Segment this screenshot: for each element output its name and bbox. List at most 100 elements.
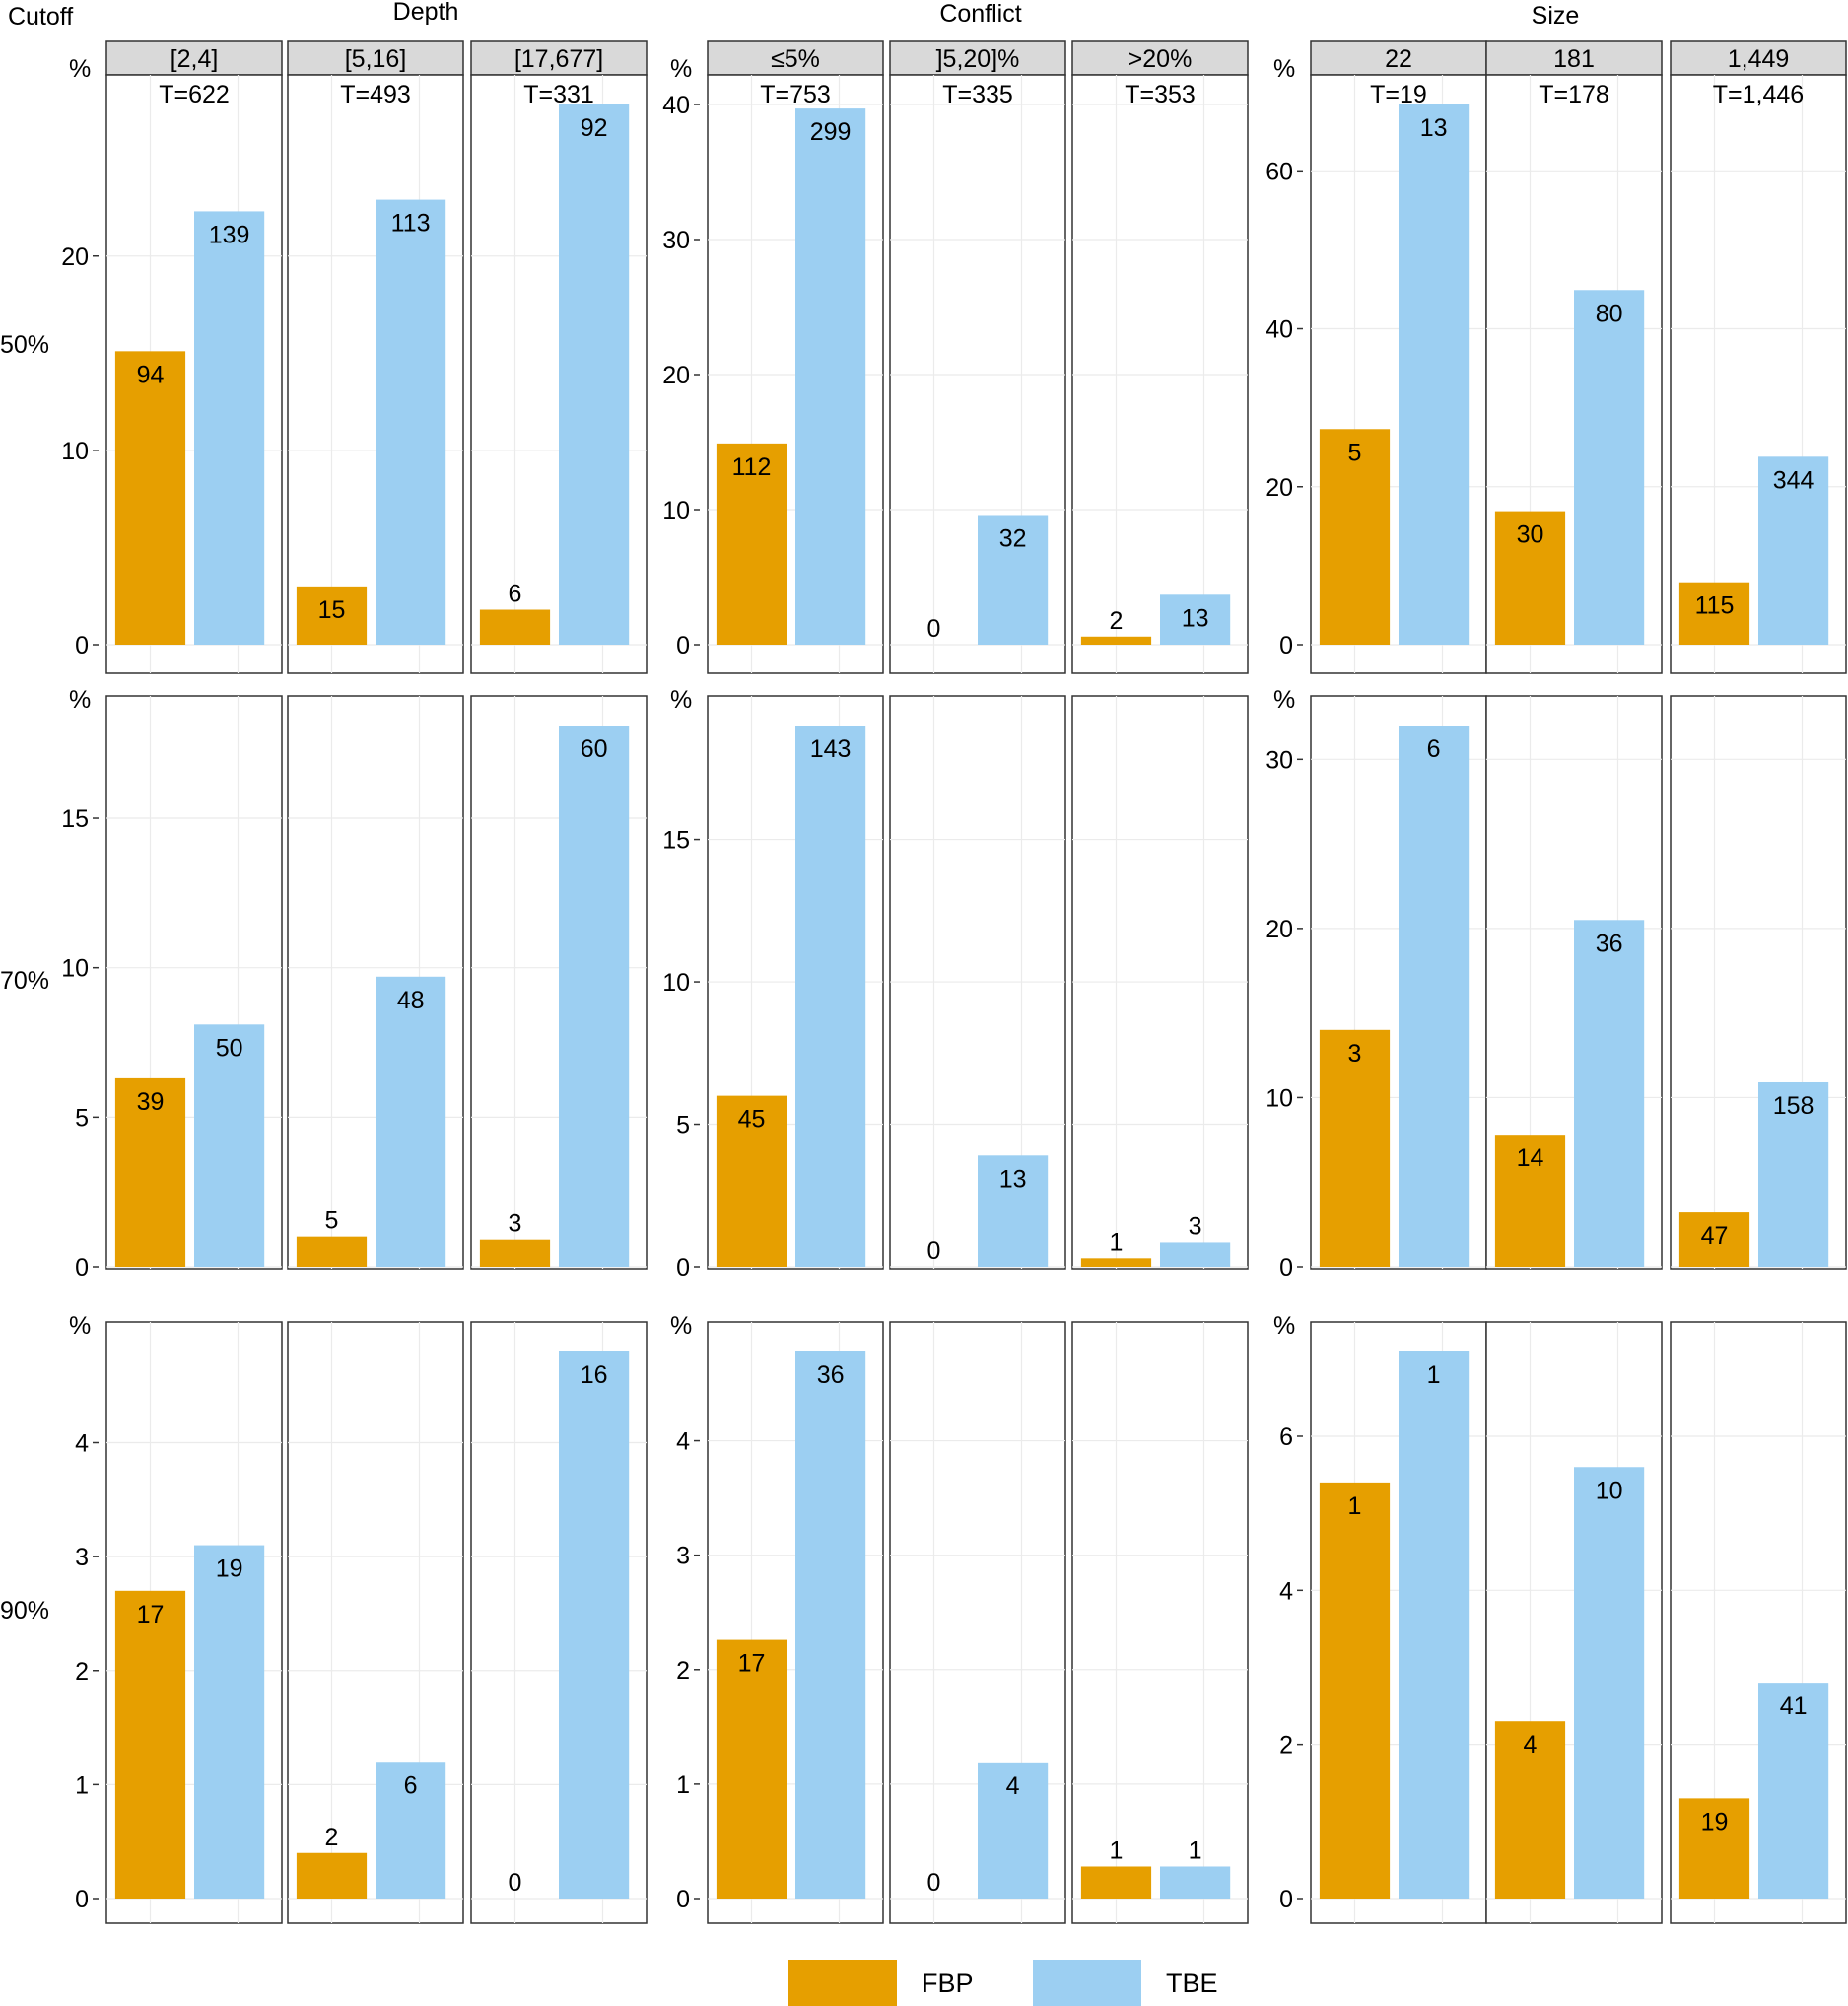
conflict-count-label-fbp-20-row1: 1 xyxy=(1110,1228,1124,1256)
size-bar-tbe-22-row2 xyxy=(1399,1351,1470,1899)
depth-bar-fbp-17-677-row1 xyxy=(479,1239,551,1267)
depth-count-label-tbe-17-677-row1: 60 xyxy=(581,735,608,763)
depth-panel-17-677-row0: 6 92 T=331 xyxy=(470,74,648,674)
size-bar-fbp-1-449-row0 xyxy=(1678,582,1750,645)
conflict-panel-5-20-row0: 0 32 T=335 xyxy=(889,74,1066,674)
conflict-bar-tbe-20-row1 xyxy=(1160,1242,1231,1267)
depth-count-label-fbp-17-677-row2: 0 xyxy=(509,1869,522,1897)
size-count-label-fbp-22-row2: 1 xyxy=(1348,1492,1362,1520)
depth-panel-5-16-row1: 5 48 xyxy=(287,695,464,1270)
depth-percent-label-row1: % xyxy=(69,686,91,714)
conflict-bar-fbp-20-row2 xyxy=(1080,1866,1152,1899)
conflict-bar-tbe-5-row2 xyxy=(795,1351,866,1899)
conflict-bar-tbe-5-20-row1 xyxy=(978,1155,1049,1267)
conflict-percent-label-row2: % xyxy=(670,1312,692,1340)
size-ytick-label-row2: 6 xyxy=(1279,1423,1293,1451)
size-count-label-tbe-1-449-row2: 41 xyxy=(1780,1693,1808,1720)
size-count-label-tbe-181-row2: 10 xyxy=(1596,1477,1623,1504)
depth-ytick-label-row0: 20 xyxy=(61,243,89,271)
size-ytick-label-row0: 20 xyxy=(1266,474,1293,502)
size-count-label-fbp-22-row1: 3 xyxy=(1348,1040,1362,1068)
size-percent-label-row1: % xyxy=(1273,686,1295,714)
conflict-panel-5-20-row2: 04 xyxy=(889,1321,1066,1924)
depth-percent-label-row2: % xyxy=(69,1312,91,1340)
depth-bar-fbp-5-16-row1 xyxy=(296,1236,368,1267)
depth-panel-2-4-row0: 94 139 T=622 xyxy=(105,74,283,674)
conflict-count-label-fbp-5-row1: 45 xyxy=(738,1106,766,1134)
legend-label-fbp: FBP xyxy=(922,1969,974,1998)
depth-bar-fbp-5-16-row0 xyxy=(296,586,368,645)
size-bar-fbp-22-row2 xyxy=(1319,1482,1391,1899)
depth-ytick-label-row1: 5 xyxy=(75,1104,89,1132)
conflict-bar-tbe-5-row1 xyxy=(795,726,866,1267)
depth-percent-label-row0: % xyxy=(69,55,91,83)
conflict-ytick-label-row2: 4 xyxy=(676,1428,690,1456)
depth-bar-tbe-2-4-row0 xyxy=(194,211,265,645)
depth-bar-fbp-5-16-row2 xyxy=(296,1852,368,1899)
conflict-strip-0 xyxy=(707,40,884,76)
depth-panel-2-4-row1: 39 50 xyxy=(105,695,283,1270)
size-count-label-tbe-1-449-row0: 344 xyxy=(1773,466,1814,494)
depth-ytick-label-row2: 3 xyxy=(75,1544,89,1571)
depth-panel-17-677-row2: 0 16 xyxy=(470,1321,648,1924)
size-bar-fbp-181-row2 xyxy=(1494,1721,1566,1899)
conflict-count-label-fbp-5-row2: 17 xyxy=(738,1650,766,1678)
size-ytick-label-row0: 40 xyxy=(1266,316,1293,344)
depth-count-label-tbe-2-4-row0: 139 xyxy=(209,221,250,248)
depth-total-label-1: T=493 xyxy=(340,81,411,108)
depth-bar-tbe-17-677-row1 xyxy=(559,726,630,1267)
conflict-count-label-tbe-5-20-row0: 32 xyxy=(999,524,1027,552)
depth-count-label-fbp-5-16-row1: 5 xyxy=(325,1208,339,1235)
size-ytick-label-row1: 10 xyxy=(1266,1084,1293,1112)
conflict-panel-20-row0: 2 13 T=353 xyxy=(1071,74,1249,674)
size-count-label-fbp-1-449-row1: 47 xyxy=(1701,1222,1729,1250)
depth-strip-label-0: [2,4] xyxy=(171,45,219,73)
size-bar-tbe-22-row0 xyxy=(1399,104,1470,645)
size-count-label-fbp-181-row0: 30 xyxy=(1517,521,1544,549)
depth-ytick-label-row1: 10 xyxy=(61,955,89,983)
conflict-group-title: Conflict xyxy=(939,0,1021,28)
size-strip-label-0: 22 xyxy=(1385,45,1412,73)
conflict-count-label-fbp-20-row0: 2 xyxy=(1110,607,1124,635)
conflict-ytick-label-row2: 1 xyxy=(676,1771,690,1799)
size-count-label-tbe-181-row0: 80 xyxy=(1596,300,1623,327)
conflict-bar-tbe-5-row0 xyxy=(795,108,866,646)
conflict-total-label-0: T=753 xyxy=(760,81,831,108)
depth-strip-0 xyxy=(105,40,283,76)
depth-bar-tbe-5-16-row1 xyxy=(376,976,446,1267)
depth-count-label-fbp-5-16-row2: 2 xyxy=(325,1824,339,1851)
depth-bar-fbp-2-4-row0 xyxy=(114,351,186,645)
depth-ytick-label-row0: 10 xyxy=(61,438,89,465)
size-ytick-label-row1: 0 xyxy=(1279,1254,1293,1281)
conflict-count-label-tbe-5-row1: 143 xyxy=(810,735,852,763)
conflict-panel-5-row0: 112 299 T=753 xyxy=(707,74,884,674)
depth-count-label-tbe-17-677-row2: 16 xyxy=(581,1361,608,1389)
depth-count-label-fbp-17-677-row1: 3 xyxy=(509,1211,522,1238)
depth-count-label-fbp-5-16-row0: 15 xyxy=(318,596,346,624)
size-total-label-2: T=1,446 xyxy=(1713,81,1804,108)
size-percent-label-row0: % xyxy=(1273,55,1295,83)
conflict-panel-20-row1: 13 xyxy=(1071,695,1249,1270)
depth-count-label-tbe-5-16-row1: 48 xyxy=(397,987,425,1014)
size-panel-181-row2: 4 10 xyxy=(1485,1321,1663,1924)
conflict-bar-fbp-20-row0 xyxy=(1080,636,1152,645)
size-bar-fbp-1-449-row2 xyxy=(1678,1798,1750,1899)
depth-bar-tbe-5-16-row2 xyxy=(376,1762,446,1899)
conflict-count-label-tbe-5-20-row1: 13 xyxy=(999,1165,1027,1193)
cutoff-row-label-50: 50% xyxy=(0,331,49,359)
size-ytick-label-row2: 4 xyxy=(1279,1577,1293,1605)
conflict-total-label-1: T=335 xyxy=(942,81,1013,108)
depth-count-label-fbp-17-677-row0: 6 xyxy=(509,581,522,608)
size-count-label-tbe-22-row1: 6 xyxy=(1427,735,1441,763)
conflict-panel-5-20-row1: 0 13 xyxy=(889,695,1066,1270)
depth-total-label-0: T=622 xyxy=(159,81,230,108)
panel-frame xyxy=(1071,1321,1249,1924)
conflict-ytick-label-row1: 10 xyxy=(662,969,690,997)
size-bar-tbe-1-449-row0 xyxy=(1758,456,1829,645)
conflict-strip-label-2: >20% xyxy=(1129,45,1193,73)
